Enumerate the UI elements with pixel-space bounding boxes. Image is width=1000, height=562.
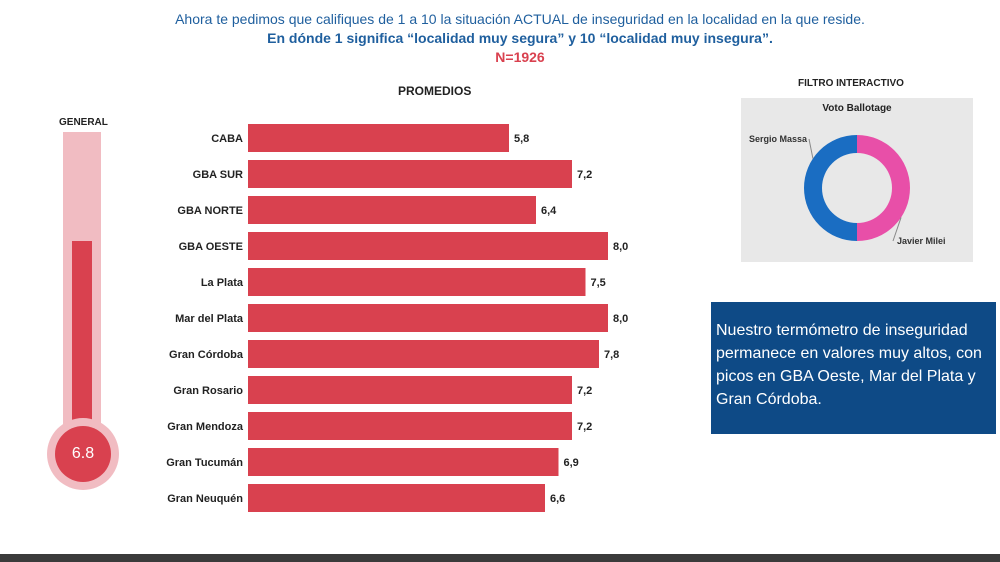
category-label-7: Gran Rosario [173,385,243,397]
bar-1 [248,160,572,188]
sample-size: N=1926 [495,49,545,65]
category-label-3: GBA OESTE [179,241,243,253]
insight-text: Nuestro termómetro de inseguridad perman… [716,322,982,408]
bar-10 [248,484,545,512]
value-label-2: 6,4 [541,205,557,217]
value-label-7: 7,2 [577,385,592,397]
donut-slice-0[interactable] [804,135,857,241]
value-label-4: 7,5 [591,277,606,289]
donut-slice-1[interactable] [857,135,910,241]
value-label-9: 6,9 [564,457,579,469]
survey-question: Ahora te pedimos que califiques de 1 a 1… [170,10,870,67]
thermometer-value: 6.8 [71,445,95,462]
donut-leader-0 [808,138,814,159]
bar-8 [248,412,572,440]
bar-2 [248,196,536,224]
value-label-10: 6,6 [550,493,565,505]
filter-heading: Voto Ballotage [822,103,892,114]
category-label-4: La Plata [201,277,244,289]
question-text: Ahora te pedimos que califiques de 1 a 1… [175,11,865,27]
bar-4 [248,268,586,296]
category-label-5: Mar del Plata [175,313,244,325]
value-label-5: 8,0 [613,313,628,325]
value-label-0: 5,8 [514,133,529,145]
category-label-0: CABA [211,133,243,145]
donut-leader-1 [892,217,902,242]
category-label-8: Gran Mendoza [167,421,244,433]
category-label-6: Gran Córdoba [169,349,244,361]
thermometer-title: GENERAL [59,117,108,128]
donut-label-0: Sergio Massa [749,134,808,144]
ballotage-donut-chart[interactable]: Sergio Massa Javier Milei [741,98,973,262]
filter-title: FILTRO INTERACTIVO [798,78,904,89]
insight-callout: Nuestro termómetro de inseguridad perman… [711,302,996,434]
value-label-6: 7,8 [604,349,619,361]
bar-7 [248,376,572,404]
bar-9 [248,448,559,476]
bar-6 [248,340,599,368]
question-scale-definition: En dónde 1 significa “localidad muy segu… [267,30,773,46]
value-label-3: 8,0 [613,241,628,253]
category-label-2: GBA NORTE [177,205,243,217]
donut-label-1: Javier Milei [897,236,946,246]
category-label-1: GBA SUR [193,169,243,181]
category-label-9: Gran Tucumán [166,457,243,469]
bar-0 [248,124,509,152]
chart-title: PROMEDIOS [398,84,472,98]
bar-3 [248,232,608,260]
category-label-10: Gran Neuquén [167,493,243,505]
bottom-bar [0,554,1000,562]
thermometer-bulb: 6.8 [55,426,111,482]
value-label-1: 7,2 [577,169,592,181]
bar-5 [248,304,608,332]
ballotage-filter-panel[interactable]: Voto Ballotage Sergio Massa Javier Milei [741,98,973,262]
thermometer-fill [72,241,92,450]
value-label-8: 7,2 [577,421,592,433]
